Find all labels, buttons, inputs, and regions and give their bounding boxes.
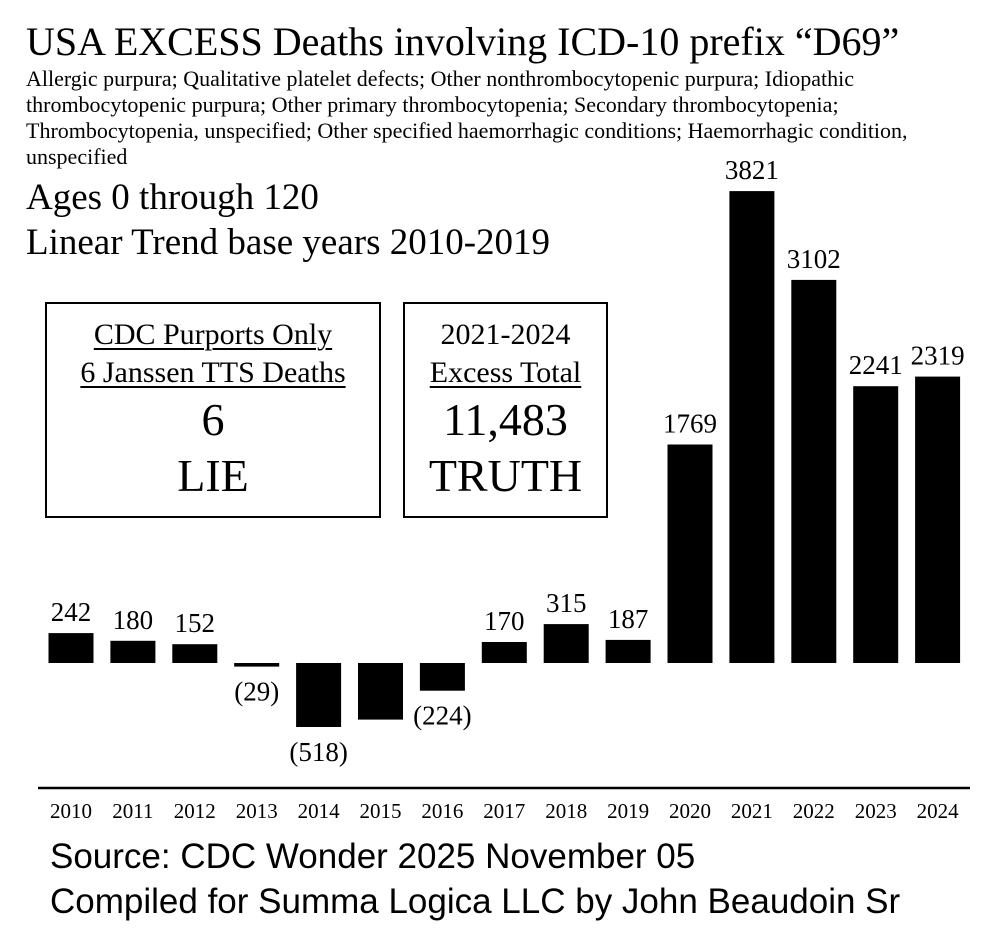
x-tick-label-2015: 2015 <box>360 799 402 823</box>
x-tick-label-2023: 2023 <box>855 799 897 823</box>
data-label-2010: 242 <box>51 597 92 627</box>
cdc-lie-box: CDC Purports Only 6 Janssen TTS Deaths 6… <box>45 302 381 518</box>
bar-2014 <box>296 663 342 727</box>
x-tick-label-2024: 2024 <box>917 799 960 823</box>
bar-2024 <box>915 376 961 663</box>
data-label-2014: (518) <box>289 737 347 767</box>
x-tick-label-2017: 2017 <box>483 799 525 823</box>
data-label-2017: 170 <box>484 606 525 636</box>
bar-2015 <box>358 663 403 720</box>
excess-truth-box: 2021-2024 Excess Total 11,483 TRUTH <box>403 302 608 518</box>
cdc-lie-line2: 6 Janssen TTS Deaths <box>80 356 346 389</box>
x-tick-label-2018: 2018 <box>545 799 587 823</box>
data-label-2023: 2241 <box>849 350 903 380</box>
bar-2011 <box>110 640 156 663</box>
cdc-lie-verdict: LIE <box>177 450 249 501</box>
data-label-2016: (224) <box>413 701 471 731</box>
bar-2020 <box>667 444 713 663</box>
data-label-2019: 187 <box>608 604 649 634</box>
data-label-2018: 315 <box>546 588 587 618</box>
data-label-2011: 180 <box>113 605 154 635</box>
x-tick-label-2012: 2012 <box>174 799 216 823</box>
data-label-2024: 2319 <box>911 341 965 371</box>
excess-truth-line1: 2021-2024 <box>440 318 571 351</box>
bar-2019 <box>605 639 651 663</box>
excess-truth-number: 11,483 <box>443 394 568 445</box>
chart-title: USA EXCESS Deaths involving ICD-10 prefi… <box>26 19 900 64</box>
data-label-2020: 1769 <box>663 409 717 439</box>
compiled-by-text: Compiled for Summa Logica LLC by John Be… <box>50 882 901 921</box>
x-tick-label-2014: 2014 <box>298 799 341 823</box>
bar-2010 <box>48 633 94 663</box>
bar-2013 <box>234 663 280 667</box>
data-label-2012: 152 <box>175 608 216 638</box>
bar-2021 <box>729 191 775 663</box>
linear-trend-text: Linear Trend base years 2010-2019 <box>26 222 551 263</box>
x-tick-label-2021: 2021 <box>731 799 773 823</box>
x-tick-label-2010: 2010 <box>50 799 92 823</box>
source-text: Source: CDC Wonder 2025 November 05 <box>50 837 696 876</box>
cdc-lie-line1: CDC Purports Only <box>93 318 333 351</box>
bar-2018 <box>543 624 589 663</box>
bar-2016 <box>419 663 465 691</box>
bar-2022 <box>791 279 837 663</box>
data-label-2013: (29) <box>234 677 279 707</box>
excess-truth-line2: Excess Total <box>429 356 582 389</box>
bar-2017 <box>481 642 527 663</box>
data-label-2022: 3102 <box>787 244 841 274</box>
x-tick-label-2019: 2019 <box>607 799 649 823</box>
x-tick-label-2011: 2011 <box>112 799 153 823</box>
x-tick-label-2016: 2016 <box>421 799 463 823</box>
chart-subtitle: Allergic purpura; Qualitative platelet d… <box>26 66 908 169</box>
excess-truth-verdict: TRUTH <box>428 450 583 501</box>
cdc-lie-number: 6 <box>201 394 225 445</box>
data-label-2021: 3821 <box>725 155 779 185</box>
x-tick-label-2020: 2020 <box>669 799 711 823</box>
x-tick-label-2013: 2013 <box>236 799 278 823</box>
x-tick-label-2022: 2022 <box>793 799 835 823</box>
ages-range-text: Ages 0 through 120 <box>26 177 319 218</box>
bar-2012 <box>172 644 218 663</box>
bar-2023 <box>853 386 899 663</box>
